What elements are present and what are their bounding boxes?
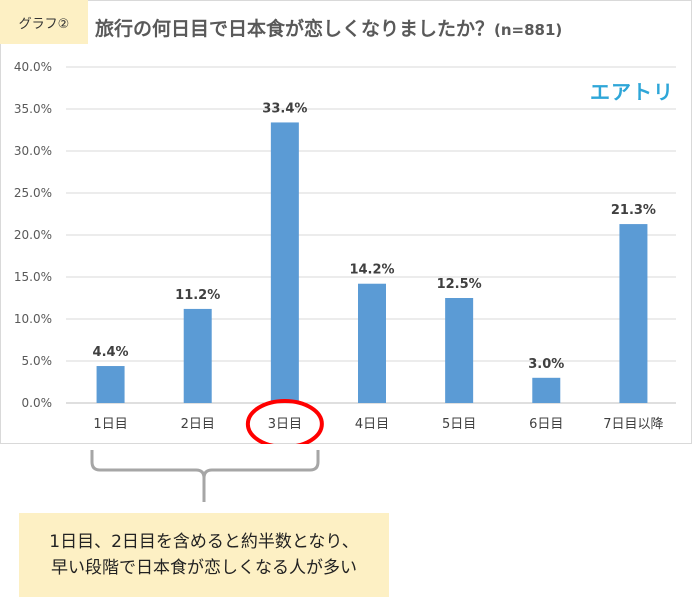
data-label: 14.2% [349, 263, 394, 278]
data-label: 33.4% [262, 101, 307, 116]
y-tick-label: 0.0% [22, 396, 53, 410]
y-tick-label: 40.0% [14, 60, 52, 74]
bar [270, 122, 299, 403]
bracket-line [90, 450, 320, 502]
bar [183, 308, 212, 403]
note-box: 1日目、2日目を含めると約半数となり、 早い段階で日本食が恋しくなる人が多い [19, 513, 389, 597]
bar [445, 298, 474, 403]
x-tick-label: 2日目 [181, 417, 215, 432]
bar [358, 283, 386, 403]
y-tick-label: 20.0% [14, 228, 52, 242]
bar [619, 224, 648, 403]
y-tick-label: 25.0% [14, 186, 52, 200]
bar [96, 366, 125, 403]
bar-chart: 0.0% 5.0% 10.0% 15.0% 20.0% 25.0% 30.0% 35.0% 40… [14, 60, 676, 444]
chart-title: 旅行の何日目で日本食が恋しくなりましたか？(n=881) [95, 14, 562, 41]
x-tick-label: 6日目 [529, 417, 563, 432]
x-tick-label: 5日目 [442, 417, 476, 432]
bracket-graphic [90, 450, 320, 502]
x-tick-label: 1日目 [93, 417, 127, 432]
x-tick-label: 3日目 [268, 417, 302, 432]
chart-title-text: 旅行の何日目で日本食が恋しくなりましたか？ [95, 18, 495, 40]
data-label: 4.4% [93, 345, 129, 360]
highlight-circle [245, 399, 324, 444]
brand-logo: エアトリ [590, 80, 674, 104]
note-line-2: 早い段階で日本食が恋しくなる人が多い [50, 558, 357, 578]
note-line-1: 1日目、2日目を含めると約半数となり、 [49, 532, 359, 552]
x-tick-label: 4日目 [355, 417, 389, 432]
data-label: 3.0% [528, 357, 564, 372]
data-label: 12.5% [437, 277, 482, 292]
y-tick-label: 10.0% [14, 312, 52, 326]
y-tick-label: 5.0% [22, 354, 53, 368]
data-label: 21.3% [611, 203, 656, 218]
graph-tag: グラフ② [0, 0, 88, 44]
chart-title-suffix: (n=881) [494, 21, 563, 39]
x-tick-label: 7日目以降 [603, 417, 663, 432]
bar [532, 377, 561, 403]
y-tick-label: 35.0% [14, 102, 52, 116]
graph-tag-label: グラフ② [18, 16, 70, 32]
y-tick-label: 15.0% [14, 270, 52, 284]
y-tick-label: 30.0% [14, 144, 52, 158]
data-label: 11.2% [175, 288, 220, 303]
